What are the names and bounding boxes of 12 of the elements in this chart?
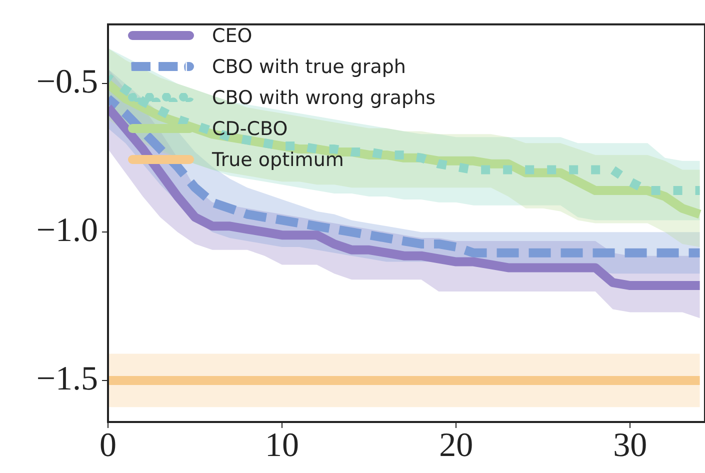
y-tick-label: −1.0 (36, 212, 98, 250)
x-tick-label: 20 (439, 426, 474, 464)
legend-label: CD-CBO (212, 118, 288, 140)
legend-label: CBO with true graph (212, 56, 406, 78)
y-tick-label: −0.5 (36, 64, 98, 101)
y-tick-label: −1.5 (36, 360, 98, 398)
x-tick-label: 0 (100, 426, 116, 464)
legend-label: CEO (212, 24, 252, 46)
x-tick-label: 30 (613, 426, 648, 464)
legend-label: True optimum (212, 148, 344, 170)
x-tick-label: 10 (265, 426, 300, 464)
legend-label: CBO with wrong graphs (212, 86, 436, 108)
